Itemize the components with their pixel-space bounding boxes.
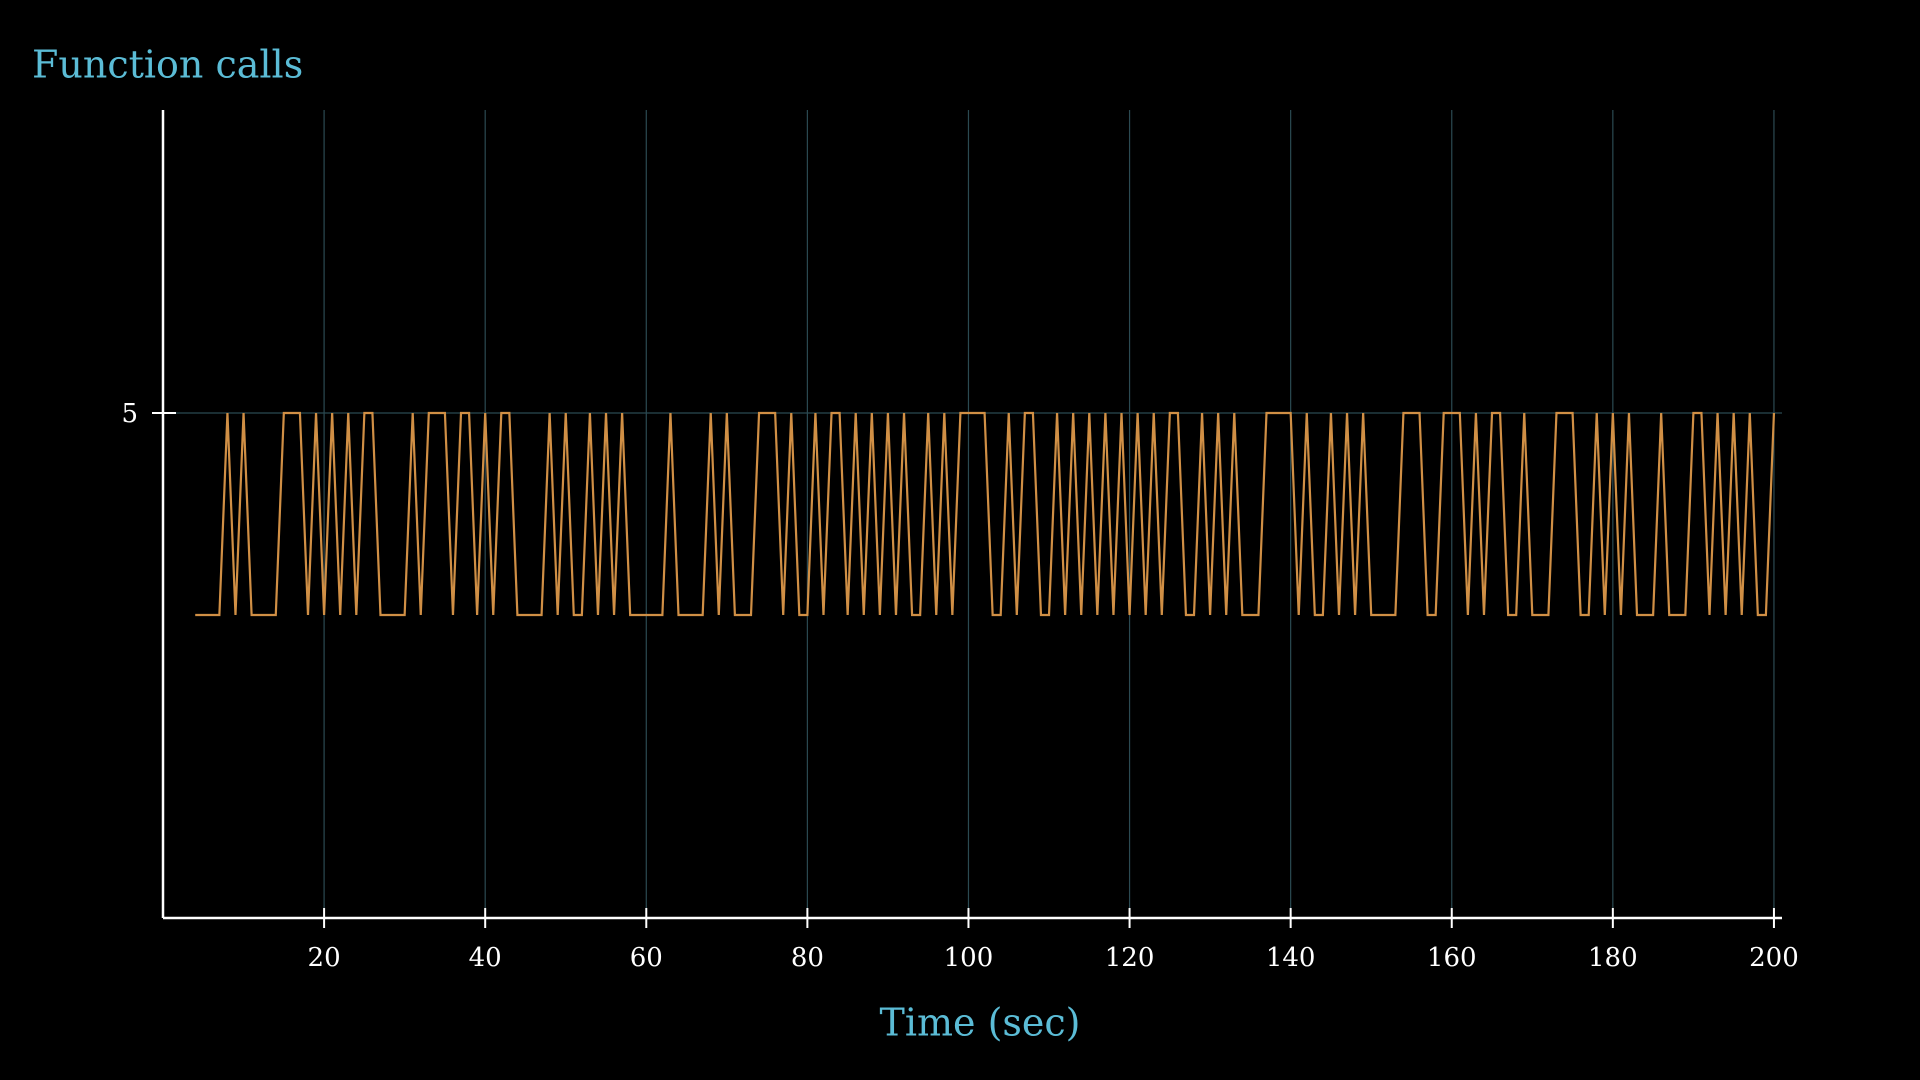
x-tick-label: 200	[1749, 943, 1799, 973]
x-tick-label: 80	[791, 943, 824, 973]
data-line	[195, 411, 1776, 617]
x-tick-label: 140	[1266, 943, 1316, 973]
x-tick-label: 100	[944, 943, 994, 973]
x-tick-label: 20	[308, 943, 341, 973]
x-tick-label: 40	[469, 943, 502, 973]
x-axis-label: Time (sec)	[879, 1001, 1080, 1045]
x-tick-label: 160	[1427, 943, 1477, 973]
x-tick-label: 60	[630, 943, 663, 973]
y-tick-label: 5	[121, 399, 138, 429]
x-tick-label: 180	[1588, 943, 1638, 973]
x-tick-label: 120	[1105, 943, 1155, 973]
chart-title: Function calls	[32, 43, 303, 87]
